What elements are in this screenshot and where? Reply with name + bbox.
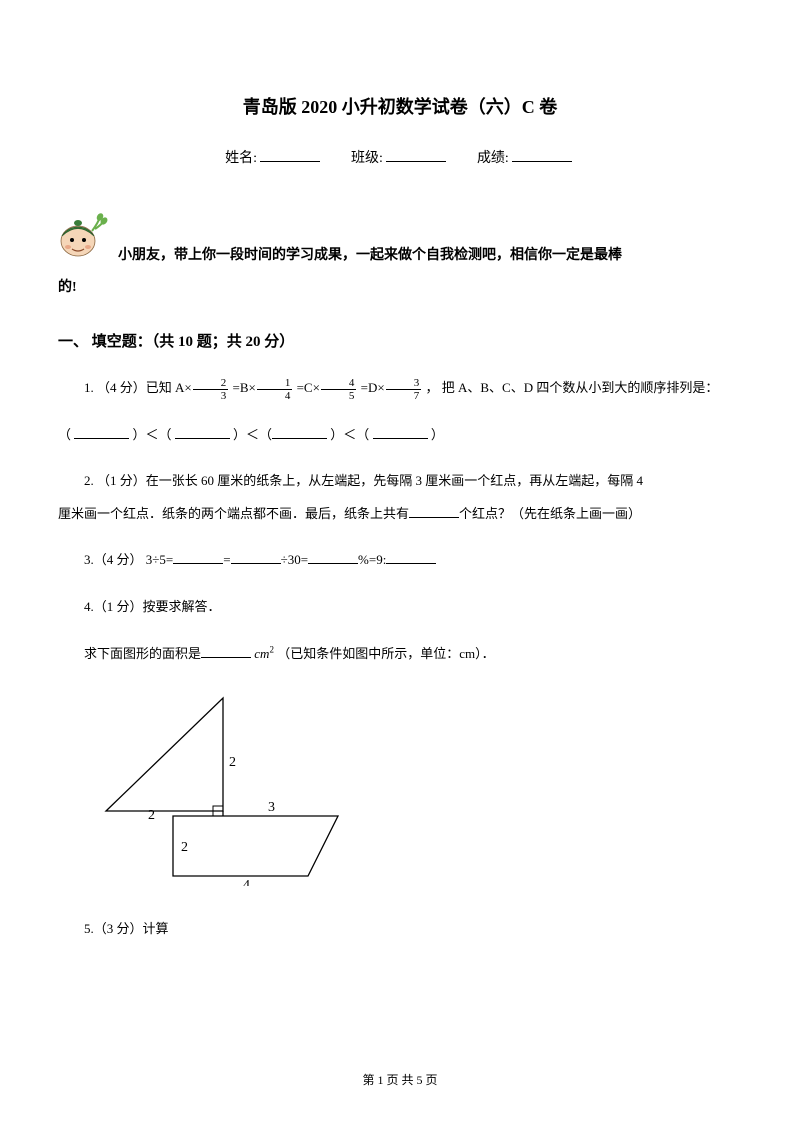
name-label: 姓名:: [225, 151, 257, 166]
score-blank[interactable]: [512, 148, 572, 162]
q3-blank-3[interactable]: [308, 551, 358, 564]
q3-blank-4[interactable]: [386, 551, 436, 564]
question-5: 5.（3 分）计算: [58, 915, 742, 944]
question-1-cont: （ ）＜（ ）＜（ ）＜（ ）: [58, 421, 742, 450]
q2-blank[interactable]: [409, 505, 459, 518]
q1-blank-3[interactable]: [272, 426, 327, 439]
score-label: 成绩:: [477, 151, 509, 166]
question-2: 2. （1 分）在一张长 60 厘米的纸条上，从左端起，先每隔 3 厘米画一个红…: [58, 467, 742, 496]
class-blank[interactable]: [386, 148, 446, 162]
q1-blank-4[interactable]: [373, 426, 428, 439]
class-label: 班级:: [351, 151, 383, 166]
svg-text:3: 3: [268, 800, 275, 815]
section-1-header: 一、 填空题：（共 10 题；共 20 分）: [58, 328, 742, 357]
question-4-b: 求下面图形的面积是 cm2 （已知条件如图中所示，单位：cm）．: [58, 640, 742, 669]
question-4-a: 4.（1 分）按要求解答．: [58, 593, 742, 622]
svg-text:2: 2: [148, 808, 155, 823]
q1-blank-2[interactable]: [175, 426, 230, 439]
geometry-figure: 2 2 3 2 4: [78, 686, 742, 895]
question-2-cont: 厘米画一个红点．纸条的两个端点都不画．最后，纸条上共有个红点？（先在纸条上画一画…: [58, 500, 742, 529]
student-info-line: 姓名: 班级: 成绩:: [58, 146, 742, 173]
intro-row: 小朋友，带上你一段时间的学习成果，一起来做个自我检测吧，相信你一定是最棒: [58, 203, 742, 273]
svg-text:2: 2: [229, 755, 236, 770]
q4-blank[interactable]: [201, 645, 251, 658]
name-blank[interactable]: [260, 148, 320, 162]
q3-blank-2[interactable]: [231, 551, 281, 564]
intro-line2: 的!: [58, 273, 742, 304]
svg-text:2: 2: [181, 840, 188, 855]
page-footer: 第 1 页 共 5 页: [0, 1069, 800, 1092]
mascot-icon: [48, 203, 108, 263]
intro-line1: 小朋友，带上你一段时间的学习成果，一起来做个自我检测吧，相信你一定是最棒: [118, 203, 622, 273]
question-1: 1. （4 分）已知 A×23 =B×14 =C×45 =D×37 ， 把 A、…: [58, 374, 742, 403]
page-title: 青岛版 2020 小升初数学试卷（六）C 卷: [58, 90, 742, 124]
question-3: 3.（4 分） 3÷5==÷30=%=9:: [58, 546, 742, 575]
q1-blank-1[interactable]: [74, 426, 129, 439]
svg-text:4: 4: [243, 878, 250, 886]
q3-blank-1[interactable]: [173, 551, 223, 564]
